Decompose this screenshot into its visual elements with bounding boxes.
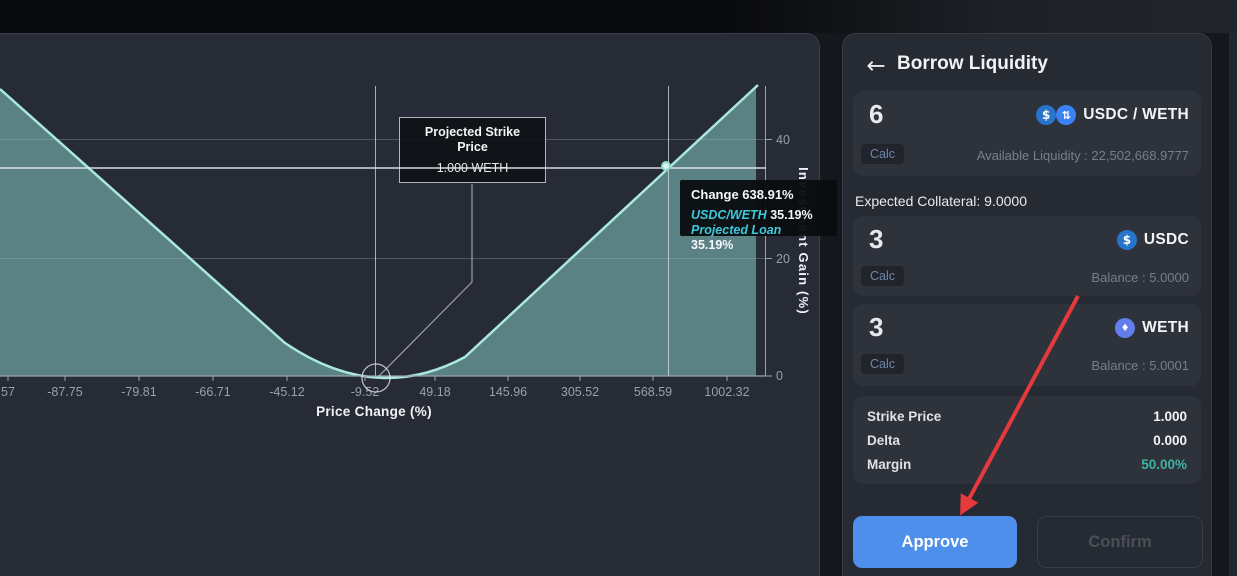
tooltip-pair-label: USDC/WETH [691, 208, 767, 222]
weth-icon: ♦ [1115, 318, 1136, 338]
summary-row-margin: Margin 50.00% [867, 454, 1187, 474]
borrow-liquidity-panel: ← Borrow Liquidity 6 $ ⇅ USDC / WETH Cal… [842, 33, 1212, 576]
strike-connector-line [378, 184, 473, 377]
tooltip-loan-label: Projected Loan [691, 223, 782, 237]
tooltip-loan-value: 35.19% [691, 238, 734, 252]
hover-point-marker [661, 161, 671, 171]
chart-area-fill [0, 87, 756, 378]
svg-text:1002.32: 1002.32 [704, 385, 749, 399]
weth-amount-input[interactable]: 3 [869, 312, 884, 342]
svg-text:145.96: 145.96 [489, 385, 527, 399]
usdc-amount-card: 3 $ USDC Calc Balance : 5.0000 [853, 216, 1201, 296]
svg-text:-9.52: -9.52 [351, 385, 380, 399]
tooltip-change-label: Change [691, 187, 739, 202]
svg-text:568.59: 568.59 [634, 385, 672, 399]
hover-tooltip: Change 638.91% USDC/WETH 35.19% Projecte… [680, 180, 837, 252]
x-tick-marks [7, 376, 728, 381]
strike-tooltip-title-line1: Projected Strike [424, 125, 521, 139]
tooltip-change-value: 638.91% [742, 187, 794, 202]
y-tick-label: 40 [776, 133, 790, 147]
payoff-chart-panel: 40 20 0 57 -87.75 -79.81 -66.71 -45.12 -… [0, 33, 820, 576]
confirm-button[interactable]: Confirm [1037, 516, 1203, 568]
pair-selector[interactable]: $ ⇅ USDC / WETH [1036, 103, 1189, 127]
usdc-icon: $ [1036, 105, 1057, 125]
svg-text:49.18: 49.18 [419, 385, 450, 399]
strike-price-value: 1.000 [1153, 408, 1187, 424]
tooltip-pair-value: 35.19% [770, 208, 813, 222]
svg-text:-45.12: -45.12 [269, 385, 304, 399]
weth-amount-card: 3 ♦ WETH Calc Balance : 5.0001 [853, 304, 1201, 386]
margin-label: Margin [867, 456, 912, 472]
svg-text:305.52: 305.52 [561, 385, 599, 399]
svg-text:-79.81: -79.81 [121, 385, 156, 399]
approve-button[interactable]: Approve [853, 516, 1017, 568]
right-edge-strip [1229, 33, 1237, 576]
x-axis-title: Price Change (%) [316, 404, 432, 419]
margin-value: 50.00% [1141, 456, 1187, 472]
y-tick-label: 0 [776, 369, 783, 383]
calc-button[interactable]: Calc [861, 354, 905, 374]
calc-button[interactable]: Calc [861, 144, 905, 164]
top-strip [0, 0, 1237, 33]
strike-point-circle [361, 363, 391, 393]
y-tick-label: 20 [776, 252, 790, 266]
back-arrow-icon[interactable]: ← [861, 51, 891, 81]
summary-row-strike-price: Strike Price 1.000 [867, 406, 1187, 426]
panel-title: Borrow Liquidity [897, 53, 1048, 74]
x-tick-labels: 57 -87.75 -79.81 -66.71 -45.12 -9.52 49.… [1, 385, 750, 399]
weth-balance: Balance : 5.0001 [1091, 358, 1189, 373]
delta-value: 0.000 [1153, 432, 1187, 448]
summary-row-delta: Delta 0.000 [867, 430, 1187, 450]
position-summary-card: Strike Price 1.000 Delta 0.000 Margin 50… [853, 396, 1201, 484]
projected-strike-tooltip: Projected Strike Price 1.000 WETH [399, 117, 546, 183]
usdc-label: USDC [1143, 231, 1189, 248]
svg-text:-87.75: -87.75 [47, 385, 82, 399]
usdc-icon: $ [1116, 230, 1137, 250]
usdc-amount-input[interactable]: 3 [869, 224, 884, 254]
pair-label: USDC / WETH [1083, 106, 1189, 123]
pair-amount-input[interactable]: 6 [869, 99, 884, 129]
strike-price-label: Strike Price [867, 408, 942, 424]
usdc-token[interactable]: $ USDC [1116, 228, 1189, 252]
strike-tooltip-title-line2: Price [457, 140, 488, 154]
panel-header: ← Borrow Liquidity [843, 50, 1211, 84]
calc-button[interactable]: Calc [861, 266, 905, 286]
expected-collateral: Expected Collateral: 9.0000 [855, 193, 1027, 209]
weth-token[interactable]: ♦ WETH [1115, 316, 1189, 340]
swap-pair-icon: ⇅ [1056, 105, 1077, 125]
svg-text:57: 57 [1, 385, 15, 399]
available-liquidity: Available Liquidity : 22,502,668.9777 [976, 148, 1189, 163]
payoff-chart[interactable]: 40 20 0 57 -87.75 -79.81 -66.71 -45.12 -… [0, 34, 820, 576]
usdc-balance: Balance : 5.0000 [1091, 270, 1189, 285]
delta-label: Delta [867, 432, 901, 448]
weth-label: WETH [1142, 319, 1189, 336]
crosshair-hover-hline [0, 167, 766, 169]
pair-amount-card: 6 $ ⇅ USDC / WETH Calc Available Liquidi… [853, 91, 1201, 176]
payoff-curve [0, 84, 759, 380]
svg-text:-66.71: -66.71 [195, 385, 230, 399]
